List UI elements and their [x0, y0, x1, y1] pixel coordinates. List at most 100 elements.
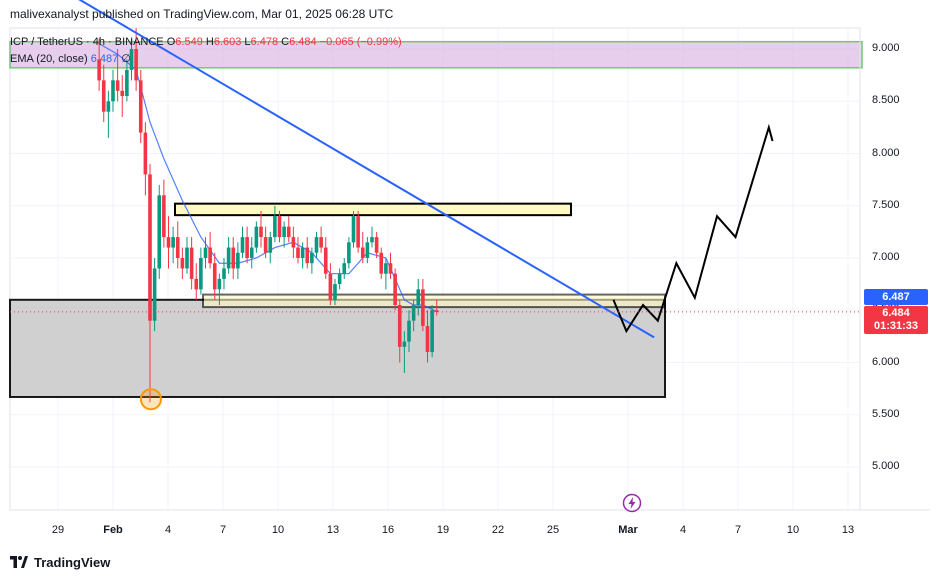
candle-body [402, 341, 407, 347]
candle [347, 237, 351, 269]
candle [157, 184, 162, 279]
candle [212, 252, 217, 300]
time-tick-label: 4 [679, 524, 687, 536]
candle-body [222, 268, 226, 279]
candle [407, 310, 411, 353]
candle-body [203, 247, 208, 258]
candle [111, 69, 115, 112]
header-bar: malivexanalyst published on TradingView.… [0, 0, 939, 28]
candle [379, 247, 384, 279]
candle-body [342, 263, 347, 274]
chart-legend: ICP / TetherUS · 4h · BINANCE O6.549 H6.… [10, 34, 402, 68]
candle [115, 49, 120, 102]
candle-body [282, 226, 286, 238]
chart-grid [10, 28, 860, 510]
publisher-text: malivexanalyst published on TradingView.… [10, 7, 394, 21]
candle-body [97, 59, 101, 81]
candle-body [129, 49, 134, 70]
candles-layer [97, 28, 439, 403]
candle-body [296, 247, 300, 258]
time-tick-label: 7 [734, 524, 742, 536]
candle [171, 226, 175, 264]
candle-body [374, 237, 379, 253]
price-tick-label: 9.000 [872, 42, 900, 54]
candle [166, 216, 171, 269]
tradingview-logo-icon [10, 556, 28, 568]
candle-body [106, 101, 111, 112]
change-value: −0.065 (−0.99%) [319, 36, 402, 48]
time-tick-label: 10 [271, 524, 285, 536]
candle-body [162, 195, 166, 238]
range-bottom-box [202, 293, 666, 309]
price-tick-label: 7.500 [872, 198, 900, 211]
candle [134, 28, 138, 91]
candle-body [421, 289, 425, 326]
ema-layer [98, 43, 438, 313]
candle [319, 226, 323, 253]
ema-line [98, 43, 438, 313]
candle-body [310, 252, 314, 264]
lightning-icon[interactable] [622, 493, 642, 513]
time-tick-label: 22 [491, 524, 505, 536]
candle-body [249, 247, 254, 258]
candle [268, 231, 273, 264]
candle [101, 64, 106, 123]
candle-body [393, 273, 397, 306]
candle [97, 38, 101, 91]
high-label: H [205, 36, 214, 48]
candle-body [337, 273, 342, 285]
candle-body [360, 247, 365, 258]
candle-body [148, 174, 152, 321]
candle-body [425, 325, 430, 353]
candle-body [259, 226, 263, 238]
candle-body [236, 252, 240, 269]
footer-brand-text: TradingView [34, 554, 111, 570]
footer-brand[interactable]: TradingView [10, 552, 110, 572]
candle-body [365, 242, 370, 258]
candle-body [143, 132, 148, 175]
candle-body [245, 237, 249, 258]
candle-body [314, 237, 319, 253]
candle-body [254, 226, 259, 248]
candle [138, 69, 143, 144]
candle-body [189, 247, 194, 279]
time-tick-label: 16 [381, 524, 395, 536]
candle [384, 258, 388, 290]
candle [314, 231, 319, 258]
candle [430, 305, 434, 358]
candle-body [407, 320, 411, 342]
time-tick-label: Feb [103, 524, 123, 536]
candle-body [286, 226, 291, 238]
candle-body [217, 278, 222, 290]
candle-body [384, 263, 388, 274]
legend-ema-row[interactable]: EMA (20, close) 6.487 ∅ [10, 51, 402, 68]
symbol-label[interactable]: ICP / TetherUS · 4h · BINANCE [10, 36, 164, 48]
candle-body [319, 237, 323, 248]
candle-body [268, 237, 273, 253]
support-zone [9, 298, 666, 398]
time-tick-label: 13 [841, 524, 855, 536]
time-tick-label: 7 [219, 524, 227, 536]
candle [323, 237, 328, 279]
candle-body [194, 278, 199, 290]
candle [254, 221, 259, 253]
candle [240, 226, 245, 258]
candle [360, 231, 365, 264]
candle [300, 242, 305, 269]
candle-body [333, 284, 337, 300]
candle-body [152, 268, 157, 321]
candle [249, 237, 254, 269]
candle [286, 216, 291, 243]
candle-body [138, 80, 143, 133]
candle-body [397, 305, 402, 347]
candle-body [111, 80, 115, 102]
candle [416, 278, 421, 316]
candle [421, 278, 425, 332]
candle [189, 237, 194, 290]
candle-body [226, 247, 231, 269]
price-tick-label: 7.000 [872, 251, 900, 263]
candle-body [199, 258, 203, 290]
descending-trendline [78, 0, 655, 339]
open-value: 6.549 [175, 36, 203, 48]
